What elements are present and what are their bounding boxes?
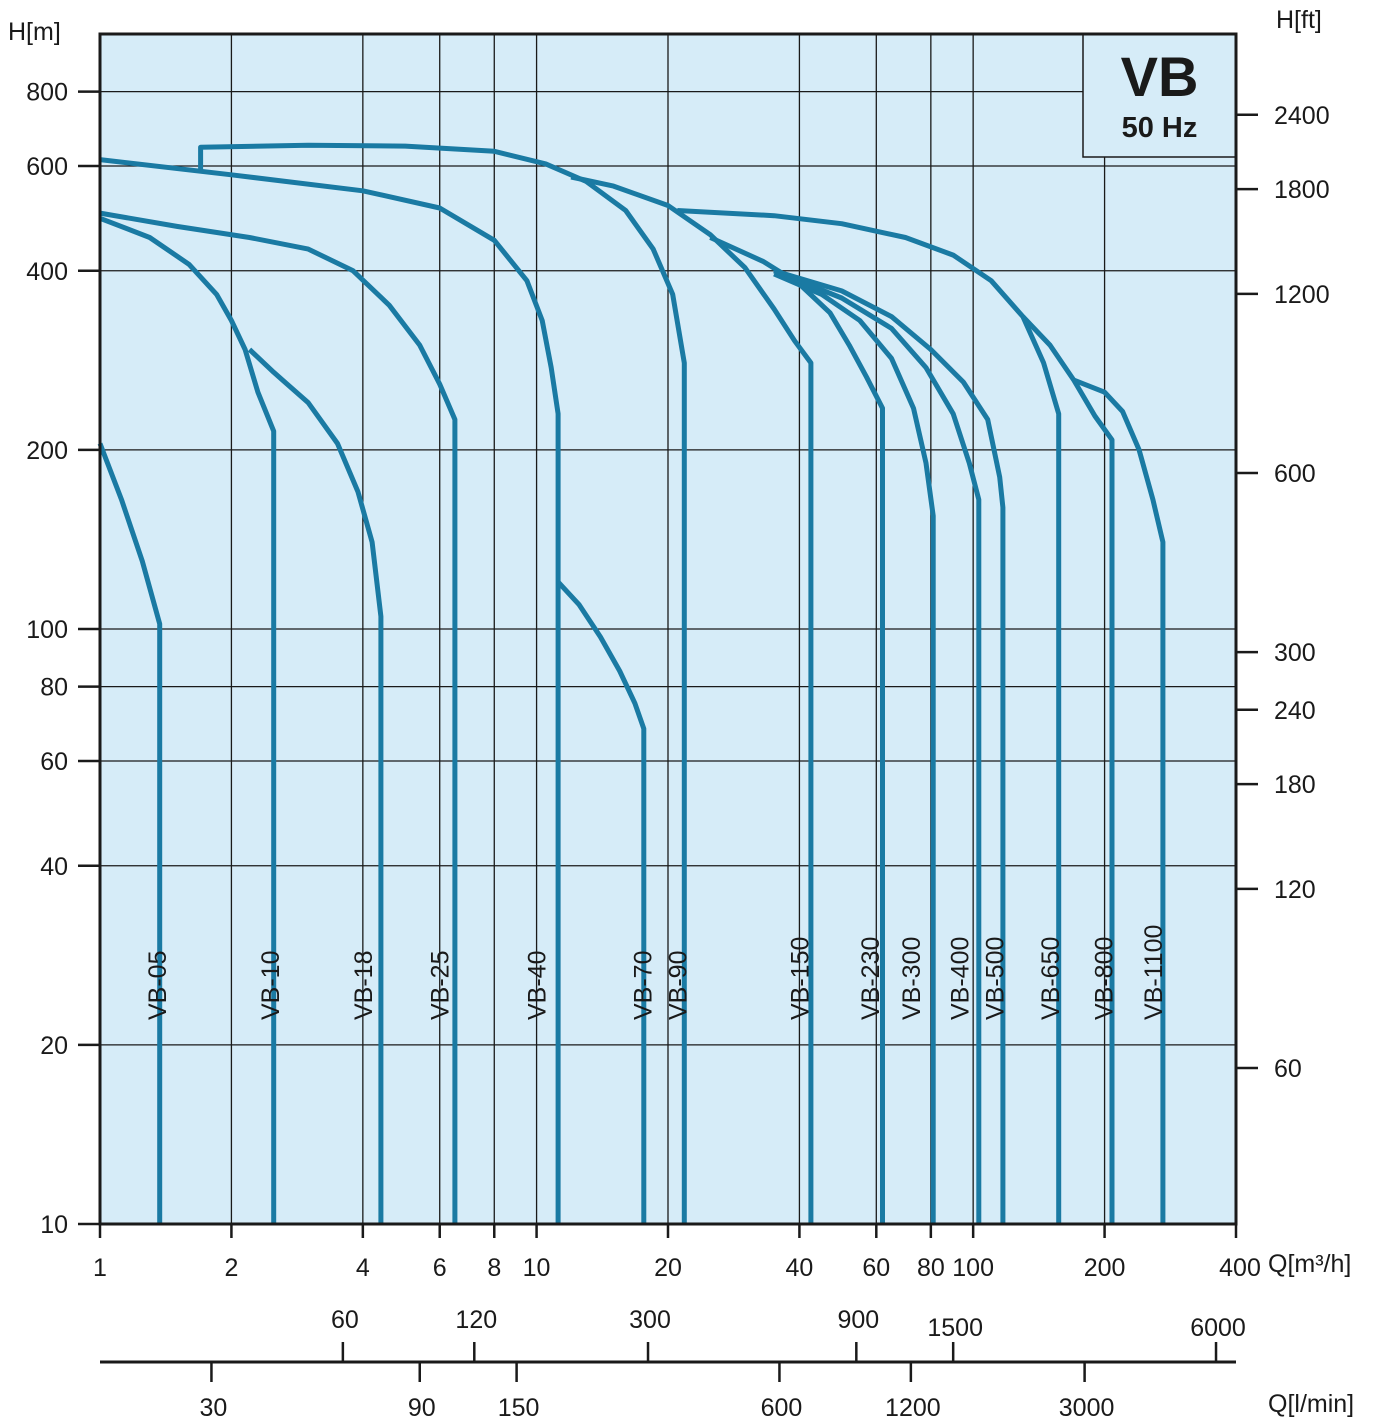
y-left-tick-label: 10	[40, 1211, 68, 1239]
curve-vb-500	[773, 268, 1006, 1224]
curve-label: VB-150	[786, 937, 814, 1020]
q-lmin-tick-label: 3000	[1059, 1394, 1115, 1422]
q-lmin-tick-label: 300	[629, 1306, 671, 1334]
q-lmin-tick-label: 90	[408, 1394, 436, 1422]
curve-label: VB-18	[350, 951, 378, 1020]
curve-vb-18	[247, 347, 384, 1224]
y-right-tick-label: 300	[1274, 639, 1316, 667]
curve-label: VB-230	[857, 937, 885, 1020]
curve-vb-10	[99, 215, 277, 1224]
x-tick-label: 200	[1084, 1254, 1126, 1282]
axes: 1020406080100200400600800601201802403006…	[26, 79, 1329, 1422]
curve-vb-90	[198, 142, 687, 1224]
curve-vb-150	[570, 174, 814, 1224]
q-lmin-tick-label: 120	[455, 1306, 497, 1334]
x-tick-label: 10	[523, 1254, 551, 1282]
x-tick-label: 1	[93, 1254, 107, 1282]
y-right-tick-label: 240	[1274, 697, 1316, 725]
q-lmin-tick-label: 1500	[927, 1314, 983, 1342]
y-left-tick-label: 100	[26, 616, 68, 644]
y-left-tick-label: 800	[26, 79, 68, 107]
curve-vb-25	[99, 210, 458, 1224]
curve-label: VB-90	[664, 951, 692, 1020]
y-right-tick-label: 600	[1274, 460, 1316, 488]
y-left-tick-label: 400	[26, 258, 68, 286]
q-lmin-tick-label: 60	[331, 1306, 359, 1334]
curve-label: VB-650	[1037, 937, 1065, 1020]
y-right-tick-label: 1200	[1274, 281, 1330, 309]
x-tick-label: 40	[786, 1254, 814, 1282]
curve-vb-230	[709, 235, 885, 1224]
x-tick-label: 60	[862, 1254, 890, 1282]
y-right-tick-label: 2400	[1274, 102, 1330, 130]
x-tick-label: 20	[654, 1254, 682, 1282]
q-lmin-tick-label: 6000	[1190, 1314, 1246, 1342]
badge-subtitle: 50 Hz	[1122, 112, 1198, 144]
y-right-tick-label: 120	[1274, 876, 1316, 904]
y-left-tick-label: 600	[26, 153, 68, 181]
curve-vb-800	[1021, 314, 1115, 1224]
q-lmin-tick-label: 600	[761, 1394, 803, 1422]
x-tick-label: 2	[224, 1254, 238, 1282]
curve-vb-400	[773, 268, 982, 1224]
q-lmin-tick-label: 900	[837, 1306, 879, 1334]
x-tick-label: 400	[1219, 1254, 1261, 1282]
badge-title: VB	[1121, 45, 1199, 108]
y-left-tick-label: 60	[40, 748, 68, 776]
y-right-tick-label: 60	[1274, 1055, 1302, 1083]
curve-labels: VB-05 VB-10 VB-18 VB-25 VB-40 VB-70 VB-90 VB-15…	[144, 925, 1168, 1020]
badge: VB 50 Hz	[1082, 33, 1237, 158]
curve-label: VB-40	[524, 951, 552, 1020]
y-left-tick-label: 40	[40, 853, 68, 881]
curve-vb-1100	[1072, 377, 1166, 1224]
y-left-tick-label: 200	[26, 437, 68, 465]
curve-vb-650	[677, 208, 1062, 1224]
x-tick-label: 6	[433, 1254, 447, 1282]
x-axis-title: Q[m³/h]	[1268, 1250, 1351, 1278]
curve-label: VB-800	[1091, 937, 1119, 1020]
curve-vb-300	[773, 271, 936, 1224]
y-left-tick-label: 20	[40, 1032, 68, 1060]
curve-vb-05	[97, 442, 163, 1224]
y-right-axis-title: H[ft]	[1276, 6, 1322, 34]
curve-label: VB-300	[898, 937, 926, 1020]
x-tick-label: 8	[487, 1254, 501, 1282]
curve-label: VB-05	[144, 951, 172, 1020]
badge-box	[1082, 33, 1237, 158]
q-lmin-axis-title: Q[l/min]	[1268, 1390, 1354, 1418]
q-lmin-tick-label: 150	[498, 1394, 540, 1422]
curve-label: VB-400	[946, 937, 974, 1020]
y-right-tick-label: 1800	[1274, 176, 1330, 204]
x-tick-label: 100	[952, 1254, 994, 1282]
y-right-tick-label: 180	[1274, 771, 1316, 799]
curve-vb-40	[99, 157, 561, 1224]
curve-label: VB-25	[427, 951, 455, 1020]
curve-label: VB-70	[630, 951, 658, 1020]
y-left-tick-label: 80	[40, 674, 68, 702]
curves	[97, 142, 1166, 1224]
curve-label: VB-500	[982, 937, 1010, 1020]
curve-label: VB-1100	[1140, 925, 1168, 1020]
curve-vb-70	[556, 580, 647, 1224]
x-tick-label: 80	[917, 1254, 945, 1282]
curve-label: VB-10	[257, 951, 285, 1020]
q-lmin-tick-label: 30	[200, 1394, 228, 1422]
y-left-axis-title: H[m]	[8, 18, 61, 46]
x-tick-label: 4	[356, 1254, 370, 1282]
q-lmin-tick-label: 1200	[885, 1394, 941, 1422]
